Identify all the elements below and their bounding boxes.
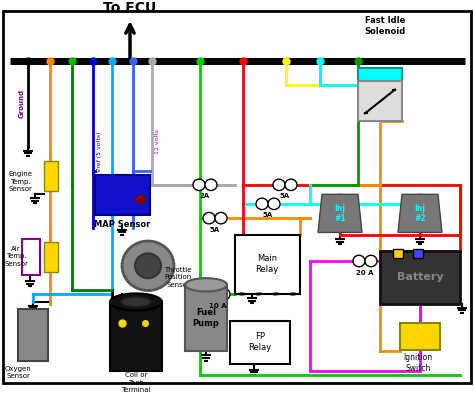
Ellipse shape (185, 278, 227, 291)
Circle shape (353, 255, 365, 267)
Circle shape (215, 212, 227, 224)
Text: Battery: Battery (397, 272, 443, 282)
Polygon shape (398, 194, 442, 232)
Text: 2A: 2A (200, 193, 210, 199)
Bar (22, 239, 40, 275)
Bar (235, 235, 300, 294)
Circle shape (256, 198, 268, 209)
Circle shape (122, 241, 174, 291)
Text: 5A: 5A (280, 193, 290, 199)
Text: 87: 87 (273, 292, 280, 297)
Text: Ignition
Switch: Ignition Switch (403, 353, 433, 373)
Text: 87: 87 (255, 292, 263, 297)
Text: Engine
Temp.
Sensor: Engine Temp. Sensor (8, 171, 32, 192)
Text: FP
Relay: FP Relay (248, 332, 272, 352)
Ellipse shape (121, 297, 151, 307)
Text: Air
Temp.
Sensor: Air Temp. Sensor (4, 246, 28, 267)
Bar (230, 321, 290, 364)
Circle shape (218, 289, 230, 300)
Circle shape (273, 179, 285, 190)
Bar (44, 242, 58, 272)
Bar (18, 308, 48, 361)
Text: To ECU: To ECU (103, 1, 156, 15)
Circle shape (205, 179, 217, 190)
Bar (95, 175, 150, 215)
Text: Fast Idle
Solenoid: Fast Idle Solenoid (365, 16, 406, 36)
Text: Main
Relay: Main Relay (255, 254, 279, 274)
Text: Ground: Ground (19, 89, 25, 118)
Text: Inj
#1: Inj #1 (334, 204, 346, 223)
Circle shape (193, 179, 205, 190)
Circle shape (285, 179, 297, 190)
Text: 12 volts: 12 volts (155, 129, 161, 154)
Circle shape (365, 255, 377, 267)
Circle shape (206, 289, 218, 300)
Circle shape (135, 253, 161, 278)
Circle shape (268, 198, 280, 209)
Text: Inj
#2: Inj #2 (414, 204, 426, 223)
Bar (393, 249, 403, 258)
Text: 30: 30 (290, 292, 297, 297)
Text: Vref (5 volts): Vref (5 volts) (98, 131, 102, 172)
Bar (358, 68, 402, 81)
Text: Fuel
Pump: Fuel Pump (192, 308, 219, 328)
Text: 80: 80 (238, 292, 246, 297)
Text: 5A: 5A (210, 227, 220, 233)
Ellipse shape (110, 293, 162, 310)
Bar (110, 302, 162, 371)
Text: Throttle
Position
Sensor: Throttle Position Sensor (164, 267, 192, 288)
Bar (185, 285, 227, 352)
Bar (44, 161, 58, 192)
Bar (413, 249, 423, 258)
Text: 10 A: 10 A (209, 303, 227, 309)
Text: Coil or
Tach
Terminal: Coil or Tach Terminal (121, 373, 151, 394)
Bar (380, 251, 460, 304)
Text: MAP Sensor: MAP Sensor (94, 220, 150, 229)
Circle shape (203, 212, 215, 224)
Text: 20 A: 20 A (356, 270, 374, 276)
Bar (400, 323, 440, 350)
Text: Oxygen
Sensor: Oxygen Sensor (5, 366, 31, 379)
Bar (358, 81, 402, 121)
Polygon shape (318, 194, 362, 232)
Text: 5A: 5A (263, 212, 273, 219)
